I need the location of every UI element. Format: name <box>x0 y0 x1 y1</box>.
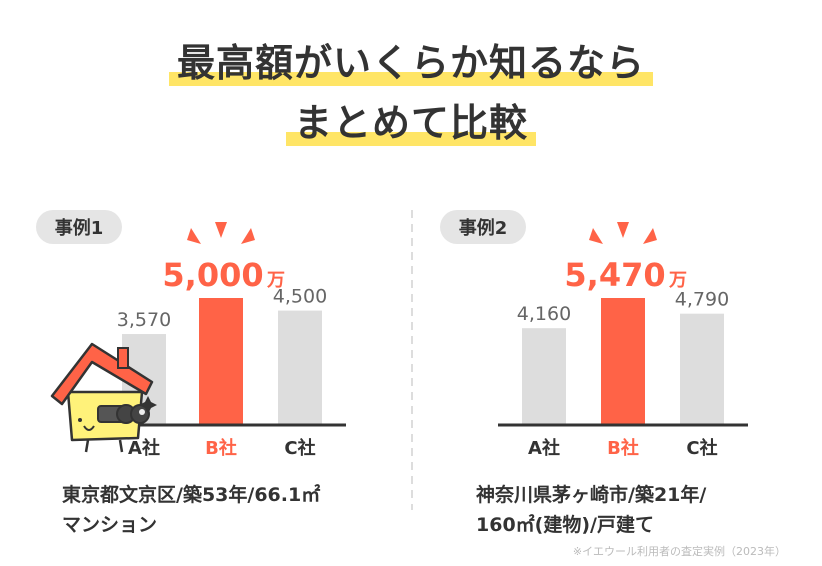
case2-value-label-2: 5,470 <box>564 256 665 294</box>
case1-caption-line-1: 東京都文京区/築53年/66.1㎡ <box>62 484 321 506</box>
headline-line-2: まとめて比較 <box>0 100 822 146</box>
case2-category-label-1: A社 <box>528 437 560 459</box>
case1-burst-center <box>215 222 227 238</box>
case1-category-label-1: A社 <box>128 437 160 459</box>
case2-bar-1 <box>522 328 566 424</box>
case1-badge <box>36 210 122 244</box>
case2-caption-line-2: 160㎡(建物)/戸建て <box>476 514 654 536</box>
case1-caption-line-2: マンション <box>62 514 158 536</box>
case2-badge <box>440 210 526 244</box>
case2-badge-label: 事例2 <box>459 217 508 239</box>
case1-value-label-3: 4,500 <box>273 286 327 308</box>
case2-category-label-3: C社 <box>686 437 717 459</box>
case1-burst-left <box>187 228 201 244</box>
case2-burst-left <box>589 228 603 244</box>
case1-badge-label: 事例1 <box>55 217 104 239</box>
case1-unit-label: 万 <box>266 270 285 291</box>
case2-value-label-3: 4,790 <box>675 289 729 311</box>
case2-caption-line-1: 神奈川県茅ヶ崎市/築21年/ <box>476 484 707 506</box>
case1-value-label-1: 3,570 <box>117 309 171 331</box>
case2-bar-2 <box>601 298 645 424</box>
case2-category-label-2: B社 <box>607 437 639 459</box>
case2-value-label-1: 4,160 <box>517 303 571 325</box>
case2-caption: 神奈川県茅ヶ崎市/築21年/160㎡(建物)/戸建て <box>476 480 706 540</box>
case1-value-label-2: 5,000 <box>162 256 263 294</box>
case1-category-label-3: C社 <box>284 437 315 459</box>
footnote: ※イエウール利用者の査定実例（2023年） <box>572 545 786 558</box>
case1-category-label-2: B社 <box>205 437 237 459</box>
house-binoculars-mascot-icon <box>50 342 157 453</box>
case2-burst-right <box>643 228 657 244</box>
headline-line-1: 最高額がいくらか知るなら <box>0 40 822 86</box>
case2-unit-label: 万 <box>668 270 687 291</box>
case1-burst-right <box>241 228 255 244</box>
case1-bar-3 <box>278 310 322 424</box>
case1-caption: 東京都文京区/築53年/66.1㎡ マンション <box>62 480 320 540</box>
headline-text-2: まとめて比較 <box>285 101 537 146</box>
headline-text-1: 最高額がいくらか知るなら <box>168 41 654 86</box>
case1-bar-2 <box>199 298 243 424</box>
case2-burst-center <box>617 222 629 238</box>
case2-bar-3 <box>680 313 724 424</box>
